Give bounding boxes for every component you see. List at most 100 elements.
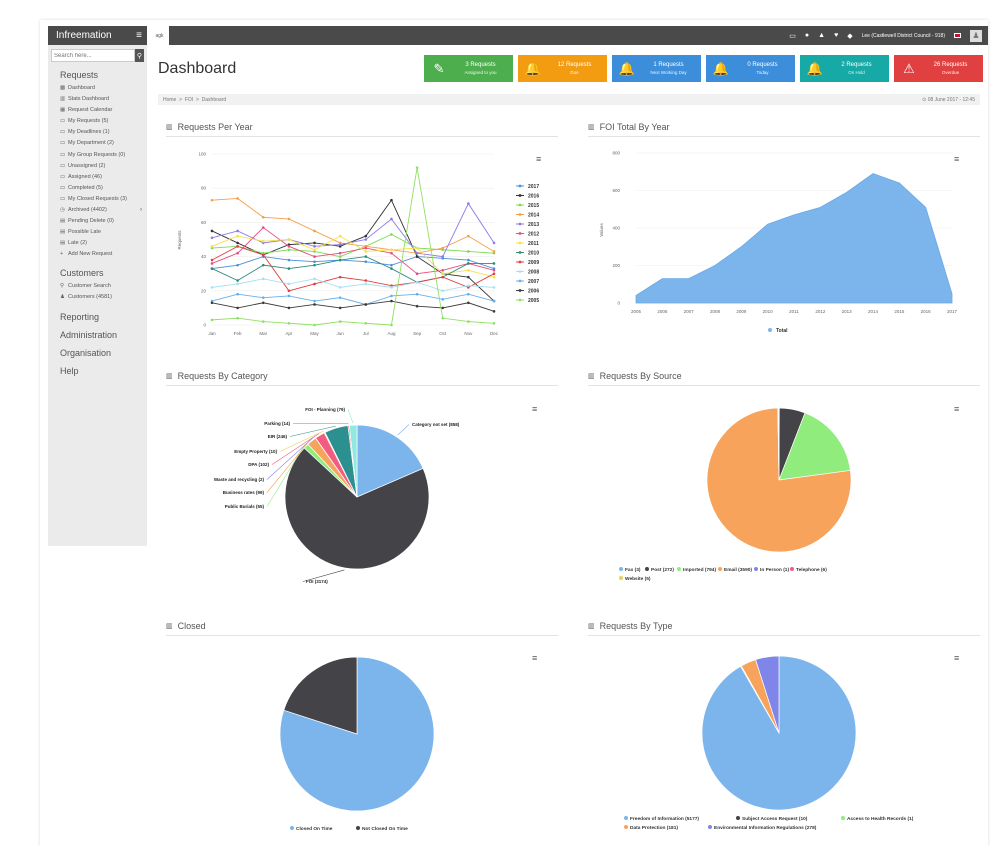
bell-icon: 🔔	[524, 60, 542, 76]
summary-tile[interactable]: 🔔 12 Requests Due	[518, 55, 607, 82]
bar-chart-icon: ▥	[588, 373, 595, 380]
summary-tile[interactable]: 🔔 0 Requests Today	[706, 55, 795, 82]
customers-nav: ⚲ Customer Search ♟ Customers (4581)	[48, 281, 147, 303]
tile-count: 2 Requests	[841, 61, 872, 68]
drop-icon[interactable]: ●	[804, 32, 810, 39]
tile-count: 0 Requests	[747, 61, 778, 68]
folder-icon: ▭	[60, 129, 66, 136]
sidebar-item-label: Customers (4581)	[68, 293, 113, 300]
sidebar-item[interactable]: ♟ Customers (4581)	[48, 292, 147, 303]
search-icon[interactable]: ⚲	[135, 49, 144, 62]
bell-icon: 🔔	[806, 60, 824, 76]
sidebar-item[interactable]: ▭ My Requests (5)	[48, 116, 147, 127]
chart-menu-icon[interactable]: ≡	[532, 653, 538, 663]
search-input[interactable]	[51, 49, 135, 62]
chart-menu-icon[interactable]: ≡	[954, 154, 960, 164]
breadcrumb: Home > FOI > Dashboard ⊙ 08 June 2017 - …	[158, 94, 980, 105]
sidebar-item[interactable]: ▭ My Deadlines (1)	[48, 127, 147, 138]
bar-chart-icon: ▥	[166, 124, 173, 131]
search-icon: ⚲	[60, 282, 65, 289]
sidebar-item[interactable]: ▤ Pending Delete (0)	[48, 216, 147, 227]
monitor-icon[interactable]: ▭	[789, 32, 796, 40]
sidebar-item[interactable]: ◷ Archived (4402) ›	[48, 205, 147, 216]
panel-title-requests-by-category: ▥ Requests By Category	[166, 371, 558, 386]
panel-title-requests-by-source: ▥ Requests By Source	[588, 371, 980, 386]
folder-icon: ▭	[60, 151, 66, 158]
tile-count: 12 Requests	[557, 61, 592, 68]
calendar-icon: ▦	[60, 107, 66, 114]
requests-nav: ▩ Dashboard ▥ Stats Dashboard ▦ Request Calen…	[48, 83, 147, 261]
folder-icon: ▭	[60, 118, 66, 125]
tile-label: Overdue	[941, 69, 960, 75]
delete-icon: ▤	[60, 218, 66, 225]
panel-title-text: Requests Per Year	[177, 122, 253, 132]
sidebar-item-label: Completed (5)	[68, 184, 103, 191]
breadcrumb-home[interactable]: Home	[163, 96, 177, 103]
bar-chart-icon: ▥	[588, 623, 595, 630]
customers-heading[interactable]: Customers	[60, 267, 104, 278]
summary-tiles: ✎ 3 Requests Assigned to you 🔔 12 Requests Du…	[424, 55, 983, 82]
tile-text: 0 Requests Today	[730, 62, 795, 76]
sidebar-item[interactable]: ⚲ Customer Search	[48, 281, 147, 292]
user-name[interactable]: Lee (Castlewell District Council - 918)	[861, 32, 945, 39]
app-frame	[40, 20, 988, 846]
sidebar-item[interactable]: ▤ Possible Late	[48, 227, 147, 238]
chart-menu-icon[interactable]: ≡	[954, 404, 960, 414]
sidebar-item-label: My Department (2)	[68, 140, 114, 147]
sidebar-item-label: Unassigned (2)	[68, 162, 106, 169]
sidebar-item-help[interactable]: Help	[60, 365, 79, 376]
bell-icon: 🔔	[618, 60, 636, 76]
tile-label: Assigned to you	[464, 69, 497, 75]
bar-chart-icon: ▥	[166, 623, 173, 630]
sidebar-item[interactable]: ▥ Stats Dashboard	[48, 94, 147, 105]
sidebar-item[interactable]: ▭ Unassigned (2)	[48, 161, 147, 172]
top-tab[interactable]: agk	[150, 26, 169, 45]
pencil-icon: ✎	[433, 60, 445, 76]
hamburger-icon[interactable]: ≡	[136, 30, 142, 41]
tile-text: 12 Requests Due	[542, 62, 607, 76]
summary-tile[interactable]: 🔔 2 Requests On Hold	[800, 55, 889, 82]
tile-text: 26 Requests Overdue	[918, 62, 983, 76]
app-logo[interactable]: Infreemation	[56, 30, 112, 41]
sidebar-item[interactable]: + Add New Request	[48, 249, 147, 260]
sidebar-item-reporting[interactable]: Reporting	[60, 311, 100, 322]
sidebar-item[interactable]: ▭ My Department (2)	[48, 138, 147, 149]
summary-tile[interactable]: ✎ 3 Requests Assigned to you	[424, 55, 513, 82]
panel-title-foi-total-by-year: ▥ FOI Total By Year	[588, 122, 980, 137]
tile-label: Due	[570, 69, 579, 75]
panel-title-text: Requests By Category	[177, 371, 268, 381]
sidebar-item[interactable]: ▤ Late (2)	[48, 238, 147, 249]
sidebar-item-label: Possible Late	[68, 229, 102, 236]
sidebar-item-label: Customer Search	[68, 282, 111, 289]
chart-menu-icon[interactable]: ≡	[532, 404, 538, 414]
page-title: Dashboard	[158, 60, 237, 77]
heart-icon[interactable]: ♥	[834, 32, 839, 39]
lock-icon[interactable]: ▲	[818, 32, 826, 39]
sidebar-item-administration[interactable]: Administration	[60, 329, 118, 340]
sidebar-item[interactable]: ▦ Request Calendar	[48, 105, 147, 116]
sidebar-item-label: Assigned (46)	[68, 173, 102, 180]
sidebar-item-label: My Requests (5)	[68, 118, 109, 125]
sidebar-item[interactable]: ▭ Completed (5)	[48, 183, 147, 194]
brand-bar: Infreemation ≡	[48, 26, 147, 45]
sidebar-item[interactable]: ▭ Assigned (46)	[48, 172, 147, 183]
breadcrumb-foi[interactable]: FOI	[184, 96, 194, 103]
sidebar-item[interactable]: ▭ My Group Requests (0)	[48, 150, 147, 161]
chart-menu-icon[interactable]: ≡	[536, 154, 542, 164]
sidebar-item[interactable]: ▭ My Closed Requests (3)	[48, 194, 147, 205]
summary-tile[interactable]: ⚠ 26 Requests Overdue	[894, 55, 983, 82]
diamond-icon[interactable]: ◆	[847, 32, 853, 40]
panel-title-text: Requests By Type	[599, 621, 673, 631]
sidebar-item-label: My Closed Requests (3)	[68, 195, 127, 202]
chart-menu-icon[interactable]: ≡	[954, 653, 960, 663]
requests-heading[interactable]: Requests	[60, 70, 99, 80]
flag-icon[interactable]	[954, 33, 961, 38]
sidebar-item-organisation[interactable]: Organisation	[60, 347, 112, 358]
folder-icon: ▭	[60, 195, 66, 202]
avatar[interactable]: ♟	[970, 29, 982, 42]
summary-tile[interactable]: 🔔 1 Requests Next Working Day	[612, 55, 701, 82]
sidebar-item[interactable]: ▩ Dashboard	[48, 83, 147, 94]
chevron-right-icon[interactable]: ›	[140, 207, 142, 214]
user-icon: ♟	[60, 293, 65, 300]
bell-icon: 🔔	[712, 60, 730, 76]
